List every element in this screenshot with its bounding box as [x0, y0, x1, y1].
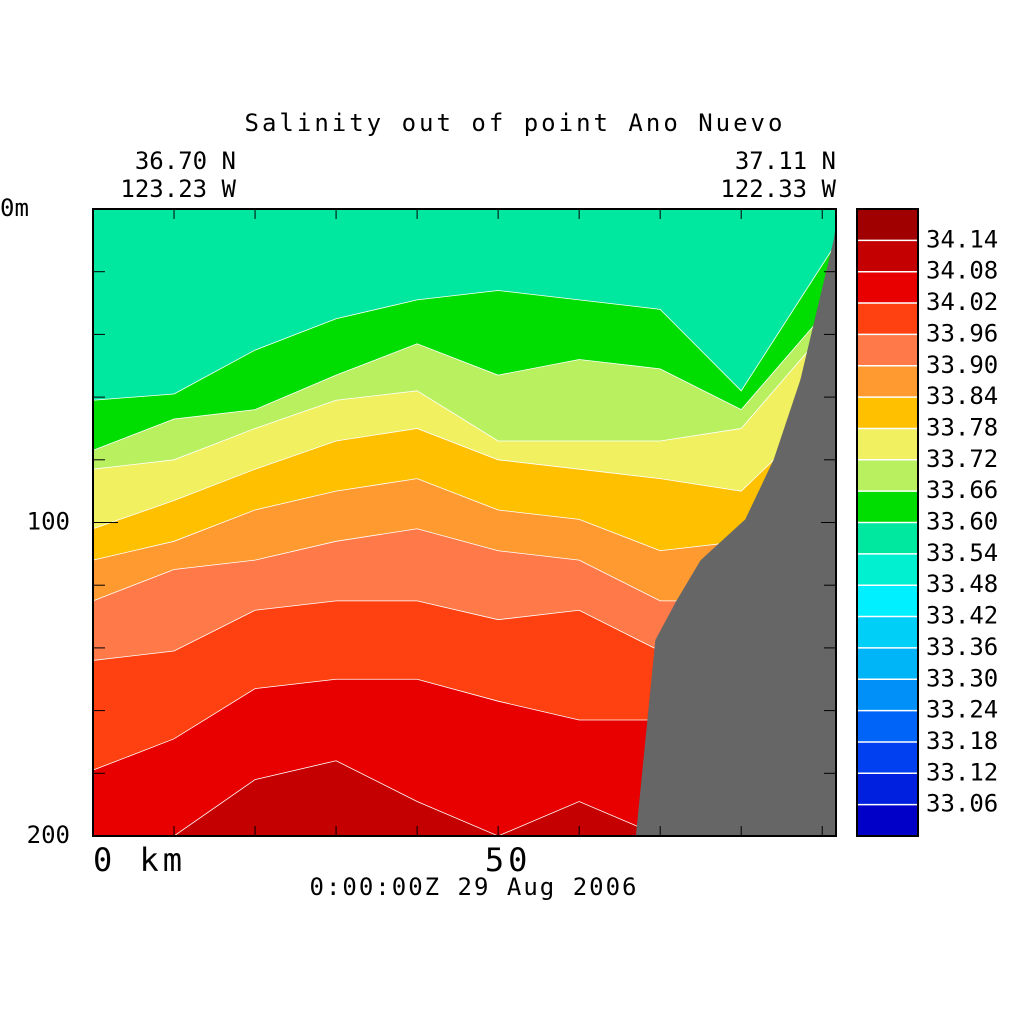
colorbar-swatch — [857, 616, 918, 648]
colorbar-label: 33.66 — [926, 476, 998, 504]
colorbar-label: 34.14 — [926, 225, 998, 253]
colorbar-label: 34.02 — [926, 288, 998, 316]
colorbar-swatch — [857, 209, 918, 241]
colorbar-label: 33.18 — [926, 727, 998, 755]
colorbar-label: 34.08 — [926, 257, 998, 285]
colorbar-label: 33.30 — [926, 664, 998, 692]
colorbar-label: 33.06 — [926, 790, 998, 818]
colorbar-label: 33.12 — [926, 758, 998, 786]
chart-title: Salinity out of point Ano Nuevo — [245, 109, 786, 137]
right-lat: 37.11 N — [735, 147, 836, 175]
colorbar-swatch — [857, 428, 918, 460]
colorbar-label: 33.36 — [926, 633, 998, 661]
colorbar-swatch — [857, 240, 918, 272]
colorbar-swatch — [857, 585, 918, 617]
colorbar-label: 33.42 — [926, 602, 998, 630]
colorbar-label: 33.54 — [926, 539, 998, 567]
colorbar-label: 33.72 — [926, 445, 998, 473]
timestamp: 0:00:00Z 29 Aug 2006 — [310, 873, 639, 901]
colorbar-label: 33.84 — [926, 382, 998, 410]
colorbar-swatch — [857, 459, 918, 492]
colorbar-swatch — [857, 303, 918, 335]
colorbar-swatch — [857, 553, 918, 586]
colorbar-swatch — [857, 334, 918, 366]
colorbar-swatch — [857, 679, 918, 711]
colorbar-label: 33.48 — [926, 570, 998, 598]
colorbar-swatch — [857, 773, 918, 805]
colorbar-swatch — [857, 271, 918, 304]
colorbar-swatch — [857, 365, 918, 398]
y-tick-label: 100 — [27, 508, 70, 536]
colorbar-swatch — [857, 804, 918, 836]
left-lat: 36.70 N — [135, 147, 236, 175]
y-tick-label: 0m — [0, 194, 29, 222]
y-tick-label: 200 — [27, 821, 70, 849]
colorbar-swatch — [857, 741, 918, 774]
colorbar-label: 33.78 — [926, 413, 998, 441]
colorbar-label: 33.96 — [926, 319, 998, 347]
x-tick-label: 50 — [485, 841, 532, 879]
colorbar-label: 33.24 — [926, 696, 998, 724]
colorbar-swatch — [857, 710, 918, 742]
colorbar-swatch — [857, 397, 918, 429]
right-lon: 122.33 W — [720, 175, 836, 203]
colorbar-swatch — [857, 522, 918, 554]
colorbar-frame — [856, 208, 919, 837]
colorbar-swatch — [857, 491, 918, 523]
colorbar-label: 33.60 — [926, 508, 998, 536]
x-tick-label: 0 km — [93, 841, 186, 879]
colorbar-swatch — [857, 647, 918, 680]
left-lon: 123.23 W — [120, 175, 236, 203]
colorbar-label: 33.90 — [926, 351, 998, 379]
bathymetry — [635, 224, 836, 837]
